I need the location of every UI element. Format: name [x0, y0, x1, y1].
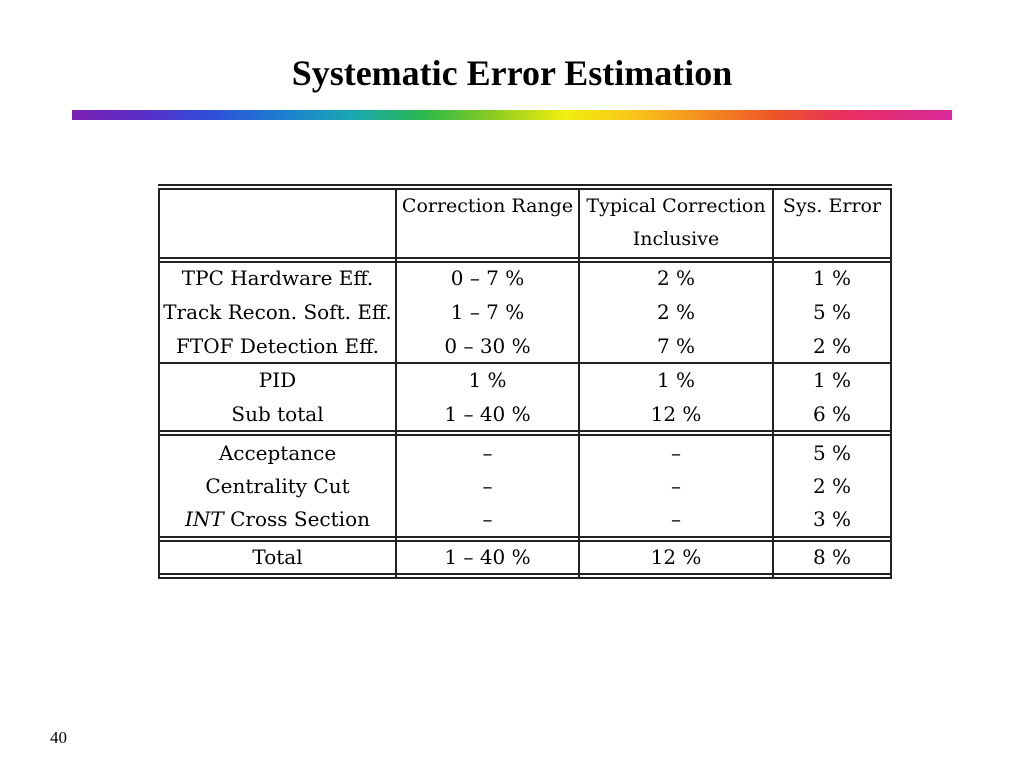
table-vline-left	[158, 188, 160, 577]
row-label-rest: Cross Section	[223, 507, 370, 531]
header-correction-range: Correction Range	[401, 195, 574, 217]
row-label-italic: INT	[185, 507, 224, 531]
row-sys-error: 3 %	[812, 507, 852, 531]
row-sys-error: 2 %	[812, 474, 852, 498]
table-vline-right	[890, 188, 892, 577]
row-sys-error: 5 %	[812, 300, 852, 324]
row-sys-error: 6 %	[812, 402, 852, 426]
table-rule-group2-bottom-inner	[158, 434, 892, 436]
table-vline-col4	[772, 188, 774, 577]
row-label: TPC Hardware Eff.	[181, 266, 374, 290]
row-label: INT Cross Section	[160, 502, 395, 536]
row-sys-error: 1 %	[812, 266, 852, 290]
table-rule-header-bottom	[158, 257, 892, 259]
table-vline-col2	[395, 188, 397, 577]
table-rule-group3-bottom-inner	[158, 540, 892, 542]
row-typical: 1 %	[656, 368, 696, 392]
table-rule-header-bottom-inner	[158, 261, 892, 263]
row-label: Centrality Cut	[205, 474, 350, 498]
row-typical: –	[671, 507, 681, 531]
row-label: Acceptance	[218, 441, 337, 465]
total-typical: 12 %	[650, 545, 702, 569]
total-sys-error: 8 %	[812, 545, 852, 569]
row-label: PID	[258, 368, 297, 392]
header-typical-correction: Typical Correction	[586, 195, 766, 217]
row-typical: –	[671, 474, 681, 498]
row-label: Track Recon. Soft. Eff.	[163, 300, 392, 324]
row-range: 1 %	[468, 368, 507, 392]
systematic-error-table: Correction Range Typical Correction Incl…	[158, 184, 892, 580]
row-sys-error: 5 %	[812, 441, 852, 465]
title-divider-bar	[72, 110, 952, 120]
row-range: 0 – 30 %	[444, 334, 531, 358]
row-typical: 2 %	[656, 266, 696, 290]
total-label: Total	[252, 545, 303, 569]
row-range: –	[482, 474, 493, 498]
row-typical: –	[671, 441, 681, 465]
table-rule-group2-bottom	[158, 430, 892, 432]
header-sys-error: Sys. Error	[782, 195, 882, 217]
header-inclusive: Inclusive	[632, 228, 720, 250]
row-typical: 2 %	[656, 300, 696, 324]
row-typical: 12 %	[650, 402, 702, 426]
row-sys-error: 2 %	[812, 334, 852, 358]
row-range: –	[482, 441, 493, 465]
table-rule-top-inner	[158, 188, 892, 190]
table-rule-group3-bottom	[158, 536, 892, 538]
slide-title: Systematic Error Estimation	[291, 53, 733, 93]
table-rule-group1-bottom	[158, 362, 892, 364]
total-range: 1 – 40 %	[444, 545, 531, 569]
table-rule-total-bottom	[158, 573, 892, 575]
table-rule-top	[158, 184, 892, 186]
row-typical: 7 %	[656, 334, 696, 358]
row-label: FTOF Detection Eff.	[176, 334, 379, 358]
row-range: –	[482, 507, 493, 531]
row-sys-error: 1 %	[812, 368, 852, 392]
row-range: 0 – 7 %	[450, 266, 525, 290]
row-range: 1 – 40 %	[444, 402, 531, 426]
row-range: 1 – 7 %	[450, 300, 525, 324]
table-rule-bottom	[158, 577, 892, 579]
page-number: 40	[50, 728, 67, 747]
row-label: Sub total	[231, 402, 324, 426]
table-vline-col3	[578, 188, 580, 577]
